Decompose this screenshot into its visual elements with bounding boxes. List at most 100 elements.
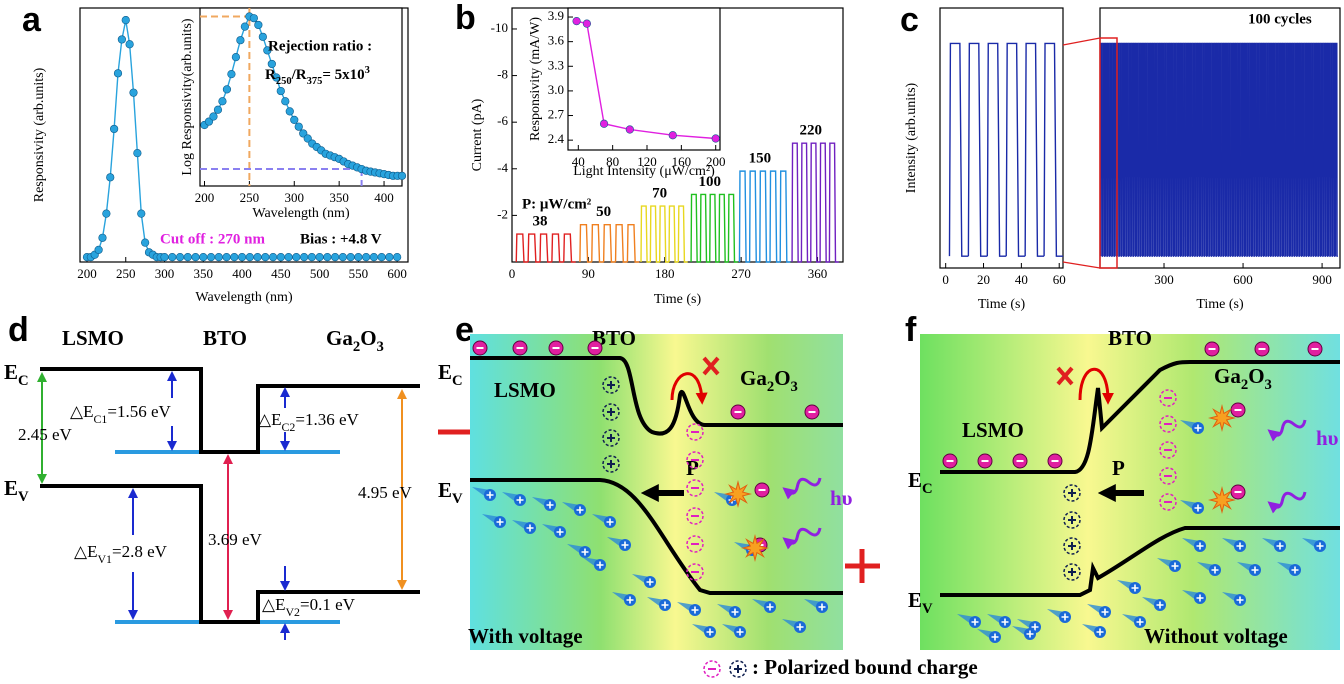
pulse — [1261, 42, 1265, 257]
pulse — [1232, 42, 1236, 257]
hole-sign — [581, 548, 589, 556]
text-part: E — [438, 360, 452, 384]
annotation: R250/R375= 5x103 — [265, 65, 370, 87]
bound-charge — [1063, 537, 1081, 555]
pulse — [986, 42, 1007, 257]
pulse — [1102, 42, 1106, 257]
excitation — [1208, 486, 1236, 514]
pulse — [1202, 42, 1206, 257]
level-label: EV — [438, 478, 463, 508]
text-part: C2 — [281, 420, 295, 434]
pulse — [1237, 42, 1241, 257]
data-point — [284, 253, 293, 262]
data-point — [338, 253, 347, 262]
schematic-without-voltage: BTO LSMO Ga2O3 EC EV P hυ Without voltag… — [908, 326, 1340, 650]
data-point — [299, 129, 308, 138]
pulse — [1318, 42, 1322, 257]
pulse — [1185, 42, 1189, 257]
pulse — [709, 193, 720, 263]
data-point — [354, 253, 363, 262]
polarization-label: P — [1112, 456, 1125, 480]
hole-sign — [606, 518, 614, 526]
pulse — [1315, 42, 1319, 257]
data-point — [303, 134, 312, 143]
x-tick-label: 600 — [387, 266, 407, 281]
data-point — [222, 253, 231, 262]
data-point — [227, 70, 236, 79]
annotation: P: μW/cm² — [522, 196, 592, 212]
hole-sign — [546, 501, 554, 509]
hole-sign — [661, 601, 669, 609]
pulse — [1270, 42, 1274, 257]
x-tick-label: 300 — [285, 190, 305, 205]
y-tick-label: -6 — [497, 113, 508, 128]
y-tick-label: -10 — [491, 20, 508, 35]
data-point — [385, 253, 394, 262]
pulse — [1107, 42, 1111, 257]
text-part: △E — [70, 402, 93, 421]
pulse — [1133, 42, 1137, 257]
data-point — [369, 253, 378, 262]
data-point — [346, 253, 355, 262]
hole-sign — [516, 496, 524, 504]
pulse — [1104, 42, 1108, 257]
pulse — [626, 224, 640, 263]
pulse — [1306, 42, 1310, 257]
pulse — [1299, 42, 1303, 257]
annotation: 100 cycles — [1248, 11, 1312, 27]
pulse — [1211, 42, 1215, 257]
text-part: E — [438, 478, 452, 502]
bound-sign — [607, 460, 615, 468]
hole-sign — [576, 506, 584, 514]
text-part: =0.1 eV — [300, 595, 356, 614]
data-point — [222, 85, 232, 94]
data-point — [285, 107, 294, 116]
pulse — [1218, 42, 1222, 257]
plot-frame — [199, 7, 403, 187]
pulse — [1147, 42, 1151, 257]
data-point — [323, 253, 332, 262]
pulse — [1289, 42, 1293, 257]
pulse — [1256, 42, 1260, 257]
data-point — [129, 88, 138, 97]
curved-arrow — [1078, 367, 1114, 405]
annotation: Rejection ratio : — [268, 38, 372, 54]
material: BTO — [1108, 326, 1152, 350]
hole-sign — [1101, 608, 1109, 616]
x-tick-label: 20 — [977, 272, 990, 287]
bound-charge — [686, 535, 704, 553]
bound-charge — [602, 403, 620, 421]
material: LSMO — [494, 378, 556, 402]
pulse — [1152, 42, 1156, 257]
bound-charge — [602, 429, 620, 447]
pulse — [1126, 42, 1130, 257]
pulse — [649, 205, 660, 263]
x-tick-label: 160 — [672, 154, 692, 169]
x-tick-label: 180 — [655, 266, 675, 281]
bound-charge — [1063, 563, 1081, 581]
x-tick-label: 80 — [606, 154, 619, 169]
pulse — [640, 205, 651, 263]
pulse — [1130, 42, 1134, 257]
hole-sign — [486, 491, 494, 499]
caption: Without voltage — [1144, 624, 1288, 648]
pulse — [1230, 42, 1234, 257]
pulse — [1301, 42, 1305, 257]
hole-sign — [731, 608, 739, 616]
bound-charge — [1159, 467, 1177, 485]
pulse — [668, 205, 679, 263]
text-part: E — [908, 588, 922, 612]
excitation — [1208, 404, 1236, 432]
y-tick-label: 2.4 — [548, 131, 565, 146]
data-point — [98, 233, 107, 242]
data-point — [393, 253, 402, 262]
pulse — [1171, 42, 1175, 257]
pulse — [1330, 42, 1334, 257]
x-tick-label: 250 — [116, 266, 136, 281]
y-tick-label: -8 — [497, 67, 508, 82]
data-point — [102, 209, 111, 218]
data-point — [290, 115, 299, 124]
pulse — [1247, 42, 1251, 257]
hole-sign — [646, 578, 654, 586]
data-point — [253, 253, 262, 262]
